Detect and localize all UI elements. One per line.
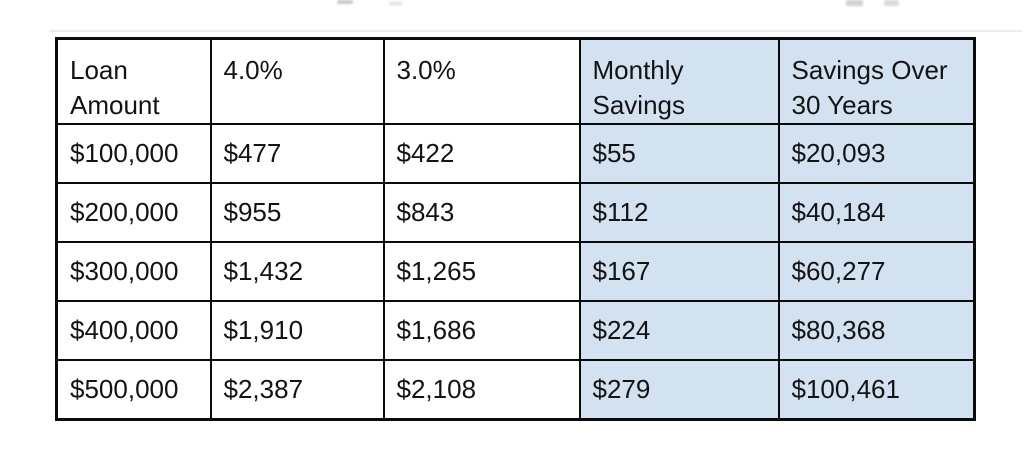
table-row: $200,000 $955 $843 $112 $40,184 [55, 182, 976, 244]
table-row: $300,000 $1,432 $1,265 $167 $60,277 [55, 241, 976, 303]
cropped-rule-line [49, 30, 1022, 32]
cropped-text-fragment [846, 0, 863, 6]
cell-loan-amount: $200,000 [55, 182, 212, 244]
cell-monthly-savings: $112 [578, 182, 780, 244]
cell-payment-3-percent: $1,265 [382, 241, 581, 303]
cell-savings-30-years: $20,093 [777, 123, 976, 185]
cell-savings-30-years: $40,184 [777, 182, 976, 244]
cell-payment-4-percent: $1,910 [209, 300, 385, 362]
header-monthly-savings: Monthly Savings [578, 37, 780, 126]
cell-payment-3-percent: $2,108 [382, 359, 581, 421]
cell-monthly-savings: $55 [578, 123, 780, 185]
cell-payment-3-percent: $1,686 [382, 300, 581, 362]
cell-payment-4-percent: $955 [209, 182, 385, 244]
cell-payment-3-percent: $843 [382, 182, 581, 244]
cell-payment-4-percent: $1,432 [209, 241, 385, 303]
cell-loan-amount: $300,000 [55, 241, 212, 303]
table-row: $500,000 $2,387 $2,108 $279 $100,461 [55, 359, 976, 421]
cell-loan-amount: $400,000 [55, 300, 212, 362]
header-rate-3-percent: 3.0% [382, 37, 581, 126]
header-loan-amount: Loan Amount [55, 37, 212, 126]
cell-loan-amount: $500,000 [55, 359, 212, 421]
table-row: $100,000 $477 $422 $55 $20,093 [55, 123, 976, 185]
cropped-text-fragment [389, 2, 402, 5]
cell-payment-3-percent: $422 [382, 123, 581, 185]
cropped-text-fragment [884, 0, 899, 6]
cell-loan-amount: $100,000 [55, 123, 212, 185]
header-rate-4-percent: 4.0% [209, 37, 385, 126]
cell-monthly-savings: $167 [578, 241, 780, 303]
cell-savings-30-years: $80,368 [777, 300, 976, 362]
cell-savings-30-years: $100,461 [777, 359, 976, 421]
table-row: $400,000 $1,910 $1,686 $224 $80,368 [55, 300, 976, 362]
cell-monthly-savings: $279 [578, 359, 780, 421]
refinance-savings-table: Loan Amount 4.0% 3.0% Monthly Savings Sa… [55, 37, 976, 421]
cell-monthly-savings: $224 [578, 300, 780, 362]
header-savings-over-30-years: Savings Over 30 Years [777, 37, 976, 126]
cropped-text-fragment [337, 0, 353, 4]
cell-payment-4-percent: $477 [209, 123, 385, 185]
cell-payment-4-percent: $2,387 [209, 359, 385, 421]
header-row: Loan Amount 4.0% 3.0% Monthly Savings Sa… [55, 37, 976, 126]
cell-savings-30-years: $60,277 [777, 241, 976, 303]
